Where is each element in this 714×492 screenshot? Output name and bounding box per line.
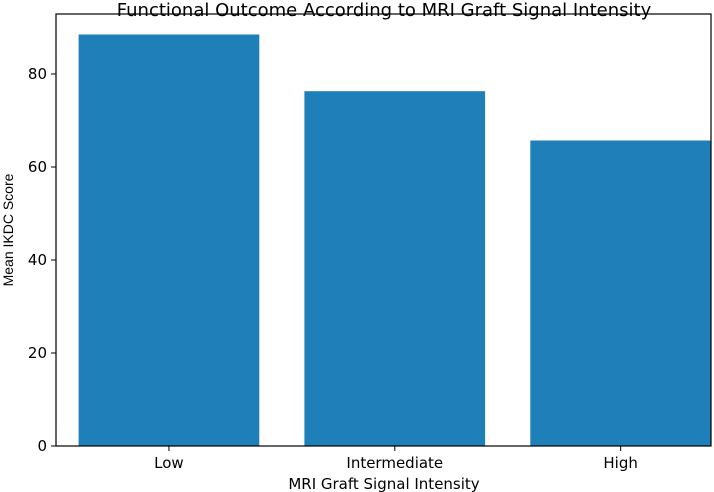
x-tick-label: Intermediate — [346, 454, 443, 472]
y-tick-label: 20 — [28, 344, 47, 362]
bar-intermediate — [304, 91, 486, 446]
y-axis-label: Mean IKDC Score — [0, 173, 16, 286]
bar-low — [78, 34, 260, 446]
plot-frame — [55, 13, 712, 447]
chart-title: Functional Outcome According to MRI Graf… — [117, 0, 652, 21]
y-tick-label: 0 — [37, 437, 47, 455]
y-tick-label: 80 — [28, 65, 47, 83]
y-tick-label: 60 — [28, 158, 47, 176]
x-axis-label: MRI Graft Signal Intensity — [288, 475, 479, 492]
x-tick-label: Low — [154, 454, 184, 472]
x-tick-label: High — [603, 454, 637, 472]
bar-high — [530, 140, 711, 446]
y-axis-ticks: 0 20 40 60 80 — [28, 65, 56, 455]
x-axis-ticks: Low Intermediate High — [154, 446, 638, 472]
bars-group — [78, 34, 711, 446]
y-tick-label: 40 — [28, 251, 47, 269]
